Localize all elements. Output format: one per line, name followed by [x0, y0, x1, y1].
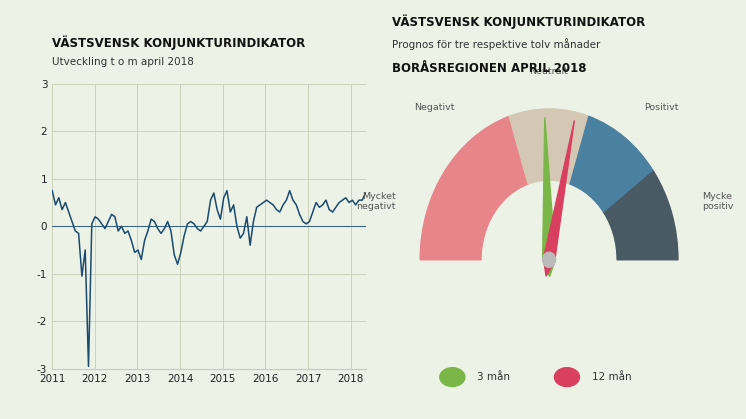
Text: Prognos för tre respektive tolv månader: Prognos för tre respektive tolv månader [392, 39, 600, 50]
Text: 12 mån: 12 mån [592, 372, 632, 382]
Wedge shape [420, 171, 494, 260]
Wedge shape [445, 116, 528, 213]
Text: BORÅSREGIONEN APRIL 2018: BORÅSREGIONEN APRIL 2018 [392, 62, 586, 75]
Text: Mycket
negativt: Mycket negativt [357, 192, 396, 211]
Text: VÄSTSVENSK KONJUNKTURINDIKATOR: VÄSTSVENSK KONJUNKTURINDIKATOR [52, 36, 305, 50]
Text: Neutralt: Neutralt [530, 67, 568, 76]
Text: Positivt: Positivt [644, 103, 678, 112]
Polygon shape [542, 117, 556, 277]
Text: Negativt: Negativt [414, 103, 454, 112]
Text: Mycke
positiv: Mycke positiv [702, 192, 733, 211]
Text: VÄSTSVENSK KONJUNKTURINDIKATOR: VÄSTSVENSK KONJUNKTURINDIKATOR [392, 15, 645, 29]
Text: Utveckling t o m april 2018: Utveckling t o m april 2018 [52, 57, 194, 67]
Wedge shape [570, 116, 653, 213]
Text: 3 mån: 3 mån [477, 372, 510, 382]
Ellipse shape [440, 368, 465, 386]
Ellipse shape [554, 368, 580, 386]
Circle shape [542, 252, 556, 267]
Wedge shape [510, 109, 589, 184]
Wedge shape [604, 171, 678, 260]
Polygon shape [543, 120, 574, 276]
